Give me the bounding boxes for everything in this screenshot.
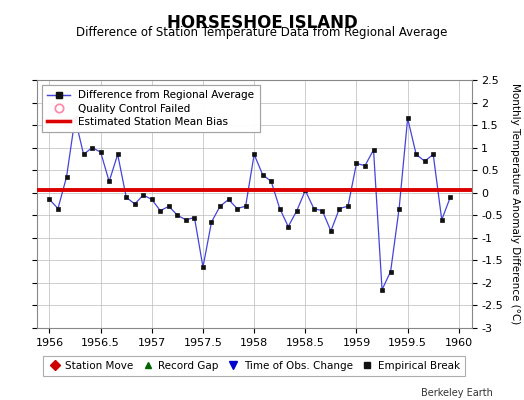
Text: Difference of Station Temperature Data from Regional Average: Difference of Station Temperature Data f… [77,26,447,39]
Y-axis label: Monthly Temperature Anomaly Difference (°C): Monthly Temperature Anomaly Difference (… [510,83,520,325]
Legend: Station Move, Record Gap, Time of Obs. Change, Empirical Break: Station Move, Record Gap, Time of Obs. C… [43,356,465,376]
Text: HORSESHOE ISLAND: HORSESHOE ISLAND [167,14,357,32]
Legend: Difference from Regional Average, Quality Control Failed, Estimated Station Mean: Difference from Regional Average, Qualit… [42,85,259,132]
Text: Berkeley Earth: Berkeley Earth [421,388,493,398]
